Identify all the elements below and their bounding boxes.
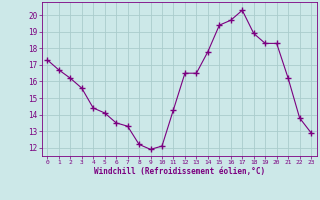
X-axis label: Windchill (Refroidissement éolien,°C): Windchill (Refroidissement éolien,°C): [94, 167, 265, 176]
